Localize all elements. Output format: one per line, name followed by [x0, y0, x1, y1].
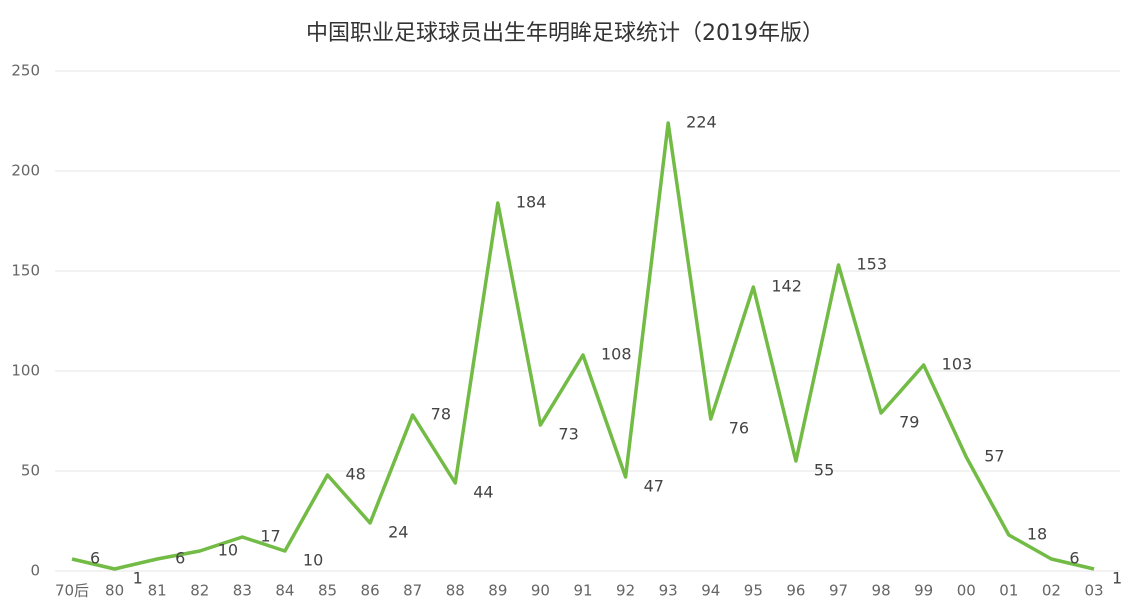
x-tick-label: 86 — [361, 582, 380, 600]
y-tick-label: 0 — [30, 562, 40, 580]
data-label: 1 — [133, 569, 143, 588]
x-tick-label: 92 — [616, 582, 635, 600]
data-label: 6 — [175, 549, 185, 568]
x-tick-label: 88 — [446, 582, 465, 600]
data-label: 10 — [303, 551, 323, 570]
data-line — [71, 121, 1095, 571]
y-tick-label: 50 — [21, 462, 40, 480]
x-tick-label: 81 — [148, 582, 167, 600]
x-tick-label: 84 — [275, 582, 294, 600]
x-tick-label: 91 — [573, 582, 592, 600]
data-label: 24 — [388, 523, 408, 542]
y-tick-label: 100 — [11, 362, 40, 380]
x-tick-label: 93 — [659, 582, 678, 600]
data-label: 55 — [814, 461, 834, 480]
data-label: 18 — [1027, 525, 1047, 544]
x-tick-label: 90 — [531, 582, 550, 600]
data-label: 44 — [473, 483, 493, 502]
x-tick-label: 94 — [701, 582, 720, 600]
data-label: 108 — [601, 345, 632, 364]
x-tick-label: 95 — [744, 582, 763, 600]
x-tick-label: 80 — [105, 582, 124, 600]
x-tick-label: 01 — [999, 582, 1018, 600]
x-tick-label: 99 — [914, 582, 933, 600]
data-label: 47 — [644, 477, 664, 496]
x-tick-label: 85 — [318, 582, 337, 600]
x-tick-label: 96 — [786, 582, 805, 600]
data-label: 142 — [771, 277, 802, 296]
y-tick-label: 200 — [11, 162, 40, 180]
y-tick-label: 250 — [11, 62, 40, 80]
x-tick-label: 97 — [829, 582, 848, 600]
data-label: 78 — [431, 405, 451, 424]
x-tick-label: 98 — [872, 582, 891, 600]
data-label: 57 — [984, 447, 1004, 466]
data-label: 184 — [516, 193, 547, 212]
x-tick-label: 00 — [957, 582, 976, 600]
x-tick-label: 82 — [190, 582, 209, 600]
x-tick-label: 87 — [403, 582, 422, 600]
data-label: 6 — [1069, 549, 1079, 568]
chart-title: 中国职业足球球员出生年明眸足球统计（2019年版） — [306, 21, 824, 46]
data-label: 224 — [686, 113, 717, 132]
data-label: 10 — [218, 541, 238, 560]
x-tick-label: 03 — [1084, 582, 1103, 600]
data-label: 17 — [260, 527, 280, 546]
x-tick-label: 02 — [1042, 582, 1061, 600]
x-tick-label: 70后 — [55, 582, 89, 600]
x-tick-label: 83 — [233, 582, 252, 600]
x-tick-label: 89 — [488, 582, 507, 600]
data-label: 6 — [90, 549, 100, 568]
data-label: 76 — [729, 419, 749, 438]
data-label: 153 — [857, 255, 888, 274]
data-label: 73 — [558, 425, 578, 444]
data-label: 1 — [1112, 569, 1122, 588]
data-label: 103 — [942, 355, 973, 374]
data-label: 79 — [899, 413, 919, 432]
data-label: 48 — [346, 465, 366, 484]
y-tick-label: 150 — [11, 262, 40, 280]
